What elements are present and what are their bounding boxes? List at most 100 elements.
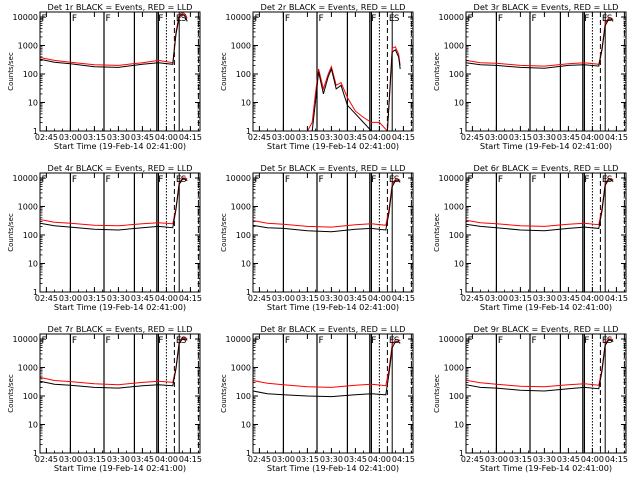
- plot-frame: [465, 11, 627, 132]
- x-tick-label: 03:45: [557, 455, 580, 464]
- x-axis-label: Start Time (19-Feb-14 02:41:00): [480, 141, 612, 151]
- y-tick-label: 100: [236, 392, 251, 401]
- panel-title: Det 2r BLACK = Events, RED = LLD: [261, 2, 406, 12]
- x-tick-label: 04:15: [605, 455, 628, 464]
- x-tick-label: 04:15: [392, 455, 415, 464]
- x-tick-label: 03:30: [107, 133, 130, 142]
- plot-area: [40, 173, 199, 292]
- panel-title: Det 4r BLACK = Events, RED = LLD: [48, 163, 193, 173]
- x-axis-label: Start Time (19-Feb-14 02:41:00): [54, 302, 186, 312]
- y-tick-label: 100: [236, 70, 251, 79]
- events-series-line: [466, 179, 614, 232]
- event-flag-label: S: [607, 175, 613, 185]
- event-flag-label: S: [181, 14, 187, 24]
- x-tick-label: 03:45: [131, 455, 154, 464]
- x-tick-label: 03:00: [485, 133, 508, 142]
- event-flag-label: F: [72, 175, 77, 185]
- event-flag-label: S: [181, 175, 187, 185]
- event-flag-label: F: [584, 175, 589, 185]
- event-flag-label: E: [176, 336, 182, 346]
- y-tick-label: 1000: [18, 42, 38, 51]
- x-axis-label: Start Time (19-Feb-14 02:41:00): [54, 141, 186, 151]
- y-tick-label: 100: [23, 231, 38, 240]
- lld-series-line: [253, 339, 401, 388]
- x-tick-label: 02:45: [248, 133, 271, 142]
- lld-series-line: [40, 12, 188, 66]
- plot-area: [253, 334, 412, 453]
- y-tick-label: 1000: [444, 364, 464, 373]
- y-tick-label: 100: [449, 231, 464, 240]
- y-tick-label: 10: [28, 99, 38, 108]
- events-series-line: [466, 19, 614, 69]
- x-tick-label: 02:45: [35, 133, 58, 142]
- y-tick-label: 1: [246, 288, 251, 297]
- x-tick-label: 02:45: [461, 455, 484, 464]
- x-tick-label: 03:00: [272, 294, 295, 303]
- x-tick-label: 03:00: [59, 133, 82, 142]
- events-series-line: [253, 341, 401, 398]
- y-tick-label: 10: [241, 421, 251, 430]
- y-axis-label: Counts/sec: [7, 374, 15, 413]
- x-tick-label: 02:45: [461, 294, 484, 303]
- x-axis-label: Start Time (19-Feb-14 02:41:00): [54, 463, 186, 473]
- plot-area: [282, 12, 412, 131]
- lld-series-line: [466, 17, 614, 67]
- y-tick-label: 1000: [444, 203, 464, 212]
- events-series-line: [466, 339, 614, 392]
- x-tick-label: 03:45: [344, 455, 367, 464]
- plot-area: [40, 334, 199, 453]
- y-tick-label: 100: [449, 70, 464, 79]
- event-flag-label: F: [584, 14, 589, 24]
- x-tick-label: 03:45: [344, 294, 367, 303]
- x-tick-label: 02:45: [248, 294, 271, 303]
- y-tick-label: 10: [454, 421, 464, 430]
- event-flag-label: F: [532, 336, 537, 346]
- y-axis-label: Counts/sec: [433, 374, 441, 413]
- y-tick-label: 1000: [18, 364, 38, 373]
- x-tick-label: 03:30: [320, 455, 343, 464]
- x-tick-label: 04:15: [605, 133, 628, 142]
- x-tick-label: 04:00: [155, 133, 178, 142]
- event-flag-label: S: [394, 175, 400, 185]
- y-tick-label: 10000: [13, 13, 38, 22]
- x-tick-label: 03:15: [509, 294, 532, 303]
- event-flag-label: F: [498, 14, 503, 24]
- y-tick-label: 1: [246, 127, 251, 136]
- x-tick-label: 03:15: [83, 133, 106, 142]
- event-flag-label: F: [42, 336, 47, 346]
- lld-series-line: [466, 338, 614, 388]
- panel-title: Det 5r BLACK = Events, RED = LLD: [261, 163, 406, 173]
- event-flag-label: S: [181, 336, 187, 346]
- y-tick-label: 10000: [13, 335, 38, 344]
- event-flag-label: F: [106, 14, 111, 24]
- event-flag-label: F: [319, 175, 324, 185]
- event-flag-label: E: [602, 175, 608, 185]
- event-flag-label: S: [607, 14, 613, 24]
- lld-series-line: [40, 177, 188, 227]
- x-tick-label: 03:30: [107, 294, 130, 303]
- event-flag-label: E: [389, 336, 395, 346]
- events-series-line: [40, 13, 188, 68]
- event-flag-label: F: [106, 336, 111, 346]
- y-tick-label: 10000: [439, 174, 464, 183]
- event-flag-label: F: [42, 175, 47, 185]
- x-tick-label: 03:30: [320, 133, 343, 142]
- lld-series-line: [40, 337, 188, 386]
- x-tick-label: 04:15: [605, 294, 628, 303]
- x-tick-label: 03:15: [296, 294, 319, 303]
- x-tick-label: 03:15: [509, 455, 532, 464]
- plot-frame: [252, 11, 414, 132]
- event-flag-label: F: [532, 14, 537, 24]
- y-tick-label: 1000: [231, 364, 251, 373]
- x-tick-label: 04:00: [368, 133, 391, 142]
- y-tick-label: 100: [23, 392, 38, 401]
- lld-series-line: [253, 178, 401, 228]
- y-tick-label: 10000: [226, 174, 251, 183]
- y-tick-label: 10: [241, 260, 251, 269]
- y-tick-label: 10000: [226, 335, 251, 344]
